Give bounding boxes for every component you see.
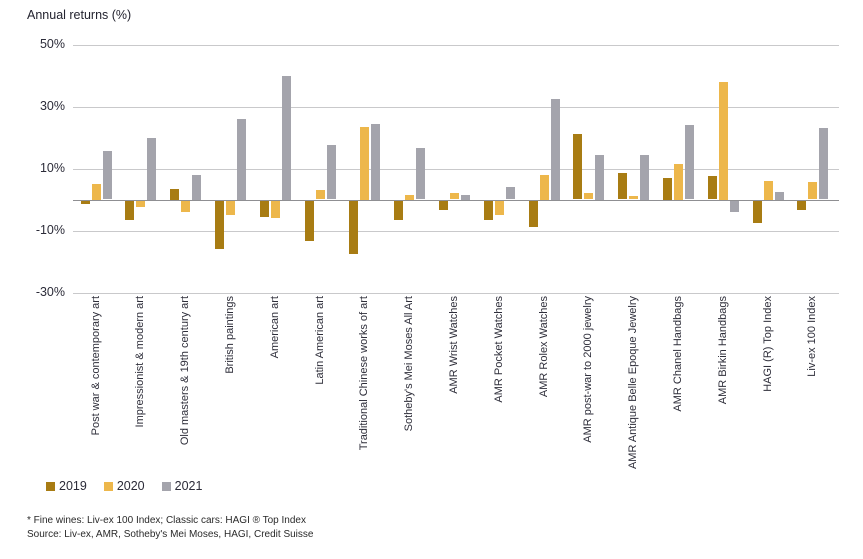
legend-label: 2021 (174, 479, 203, 493)
bar-2019 (125, 201, 134, 220)
bar-2020 (495, 201, 504, 215)
bar-2019 (573, 134, 582, 199)
category-label: Liv-ex 100 Index (806, 296, 818, 377)
gridline (73, 293, 839, 294)
bar-2019 (394, 201, 403, 220)
bar-2020 (226, 201, 235, 215)
bar-2019 (260, 201, 269, 217)
category-label: AMR Pocket Watches (493, 296, 505, 403)
bar-2021 (595, 155, 604, 200)
bar-2021 (103, 151, 112, 199)
bar-2020 (764, 181, 773, 200)
legend-label: 2020 (116, 479, 145, 493)
bar-2021 (416, 148, 425, 199)
bar-2019 (439, 201, 448, 210)
bar-2020 (808, 182, 817, 199)
legend-item: 2021 (161, 479, 203, 493)
category-label: Latin American art (314, 296, 326, 385)
zero-axis-line (73, 200, 839, 201)
y-tick-label: 30% (39, 99, 65, 113)
bar-2019 (529, 201, 538, 227)
category-label: HAGI (R) Top Index (762, 296, 774, 392)
bar-2020 (181, 201, 190, 212)
bar-2021 (551, 99, 560, 200)
category-label: AMR Antique Belle Epoque Jewelry (627, 296, 639, 470)
footnote-line-2: Source: Liv-ex, AMR, Sotheby's Mei Moses… (27, 528, 314, 540)
bar-2019 (618, 173, 627, 199)
bar-2019 (663, 178, 672, 200)
bar-2020 (92, 184, 101, 200)
legend-item: 2019 (46, 479, 87, 493)
bar-2021 (192, 175, 201, 200)
bar-2021 (282, 76, 291, 200)
bar-2020 (674, 164, 683, 200)
category-label: Impressionist & modern art (134, 296, 146, 428)
bar-2020 (136, 201, 145, 207)
footnote-line-1: * Fine wines: Liv-ex 100 Index; Classic … (27, 515, 306, 526)
category-label: AMR post-war to 2000 jewelry (582, 296, 594, 443)
bar-2019 (753, 201, 762, 223)
bar-2020 (540, 175, 549, 200)
bar-2020 (629, 196, 638, 199)
bar-2021 (327, 145, 336, 199)
bar-2020 (360, 127, 369, 200)
category-label: Traditional Chinese works of art (358, 296, 370, 451)
category-label: Post war & contemporary art (90, 296, 102, 436)
bar-2019 (81, 201, 90, 204)
bar-2021 (461, 195, 470, 200)
bar-2020 (405, 195, 414, 200)
category-label: AMR Chanel Handbags (672, 296, 684, 412)
category-label: American art (269, 296, 281, 359)
bar-2021 (147, 138, 156, 200)
gridline (73, 169, 839, 170)
bar-2019 (170, 189, 179, 200)
bar-2021 (371, 124, 380, 200)
category-label: AMR Birkin Handbags (717, 296, 729, 405)
bar-2021 (730, 201, 739, 212)
category-label: AMR Rolex Watches (538, 296, 550, 398)
category-label: British paintings (224, 296, 236, 374)
bar-2021 (685, 125, 694, 199)
gridline (73, 231, 839, 232)
legend-label: 2019 (59, 479, 87, 493)
legend-swatch-icon (161, 481, 171, 491)
bar-2021 (506, 187, 515, 199)
bar-2020 (450, 193, 459, 199)
bar-2021 (640, 155, 649, 200)
bar-2019 (484, 201, 493, 220)
bar-2020 (584, 193, 593, 199)
y-tick-label: 10% (39, 161, 65, 175)
bar-2020 (316, 190, 325, 199)
bar-2020 (271, 201, 280, 218)
bar-2019 (708, 176, 717, 199)
bar-2021 (237, 119, 246, 200)
gridline (73, 45, 839, 46)
bar-2019 (349, 201, 358, 254)
legend-swatch-icon (46, 481, 55, 491)
y-tick-label: -10% (35, 223, 65, 237)
category-label: Sotheby's Mei Moses All Art (403, 296, 415, 432)
bar-2021 (819, 128, 828, 199)
y-tick-label: -30% (35, 285, 65, 299)
bar-2021 (775, 192, 784, 200)
chart-legend: 2019 2020 2021 (46, 479, 202, 493)
legend-item: 2020 (103, 479, 145, 493)
category-label: Old masters & 19th century art (179, 296, 191, 446)
legend-swatch-icon (103, 481, 113, 491)
bar-2019 (215, 201, 224, 249)
category-label: AMR Wrist Watches (448, 296, 460, 394)
bar-2019 (797, 201, 806, 210)
footnotes: * Fine wines: Liv-ex 100 Index; Classic … (27, 514, 313, 541)
y-tick-label: 50% (39, 37, 65, 51)
gridline (73, 107, 839, 108)
bar-2020 (719, 82, 728, 200)
bar-2019 (305, 201, 314, 241)
chart-title: Annual returns (%) (27, 8, 132, 22)
